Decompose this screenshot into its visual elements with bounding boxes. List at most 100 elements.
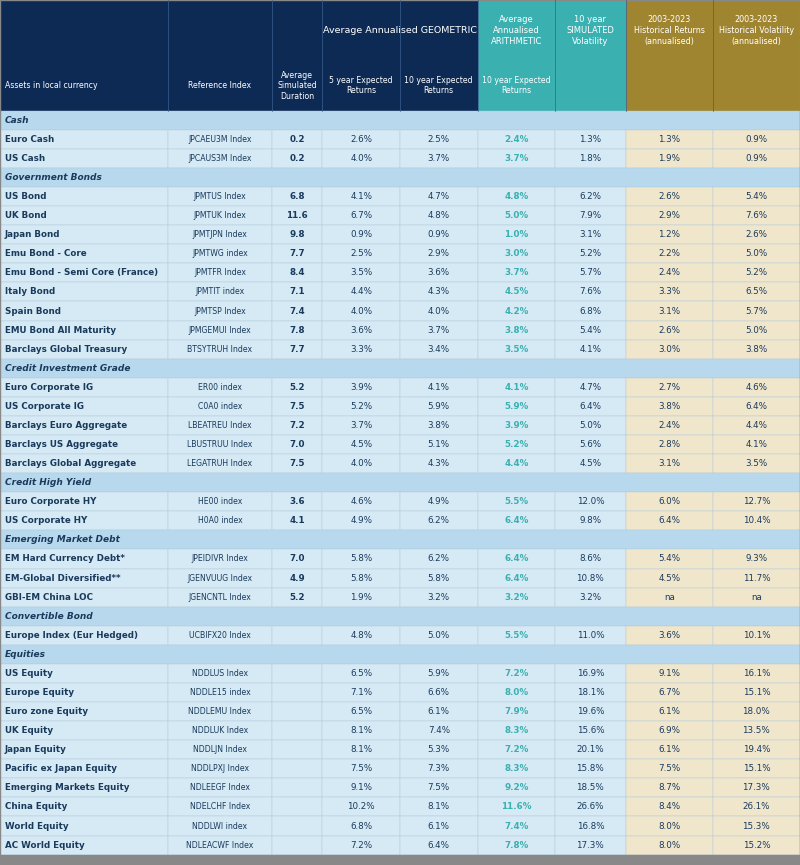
Text: 2.7%: 2.7% <box>658 383 680 392</box>
Bar <box>168 397 272 416</box>
Text: 5.2%: 5.2% <box>350 402 372 411</box>
Text: 3.6%: 3.6% <box>350 325 372 335</box>
Bar <box>713 721 800 740</box>
Bar <box>168 187 272 206</box>
Text: 7.4%: 7.4% <box>504 822 529 830</box>
Text: 18.5%: 18.5% <box>577 784 604 792</box>
Bar <box>322 568 400 587</box>
Bar <box>168 378 272 397</box>
Text: 1.3%: 1.3% <box>658 135 680 144</box>
Bar <box>555 244 626 263</box>
Text: 6.6%: 6.6% <box>428 688 450 697</box>
Bar <box>555 0 626 61</box>
Text: 4.0%: 4.0% <box>428 306 450 316</box>
Text: 4.1%: 4.1% <box>579 344 602 354</box>
Text: 3.6: 3.6 <box>290 497 305 506</box>
Bar <box>168 302 272 321</box>
Bar <box>168 587 272 606</box>
Text: 5.4%: 5.4% <box>658 554 680 563</box>
Text: 3.8%: 3.8% <box>746 344 767 354</box>
Text: 8.0%: 8.0% <box>658 841 680 849</box>
Text: 6.2%: 6.2% <box>428 554 450 563</box>
Text: Barclays Global Aggregate: Barclays Global Aggregate <box>5 459 136 468</box>
Bar <box>626 663 713 683</box>
Text: 3.2%: 3.2% <box>504 593 529 602</box>
Text: 15.2%: 15.2% <box>742 841 770 849</box>
Bar <box>555 416 626 435</box>
Bar <box>478 549 555 568</box>
Text: 8.4: 8.4 <box>290 268 305 278</box>
Bar <box>322 721 400 740</box>
Bar <box>0 263 168 282</box>
Text: 7.5%: 7.5% <box>428 784 450 792</box>
Bar <box>272 149 322 168</box>
Text: 5.2%: 5.2% <box>746 268 767 278</box>
Text: 4.6%: 4.6% <box>350 497 372 506</box>
Bar <box>478 263 555 282</box>
Text: 10 year Expected
Returns: 10 year Expected Returns <box>482 76 550 95</box>
Bar <box>713 740 800 759</box>
Text: 3.7%: 3.7% <box>504 268 529 278</box>
Bar <box>322 206 400 225</box>
Bar <box>478 206 555 225</box>
Text: Average
Annualised
ARITHMETIC: Average Annualised ARITHMETIC <box>490 15 542 46</box>
Bar <box>272 759 322 778</box>
Text: 6.4%: 6.4% <box>504 516 529 525</box>
Bar <box>626 187 713 206</box>
Bar <box>272 817 322 836</box>
Bar <box>713 378 800 397</box>
Bar <box>400 302 478 321</box>
Text: na: na <box>751 593 762 602</box>
Bar <box>0 206 168 225</box>
Bar <box>272 740 322 759</box>
Text: 2.9%: 2.9% <box>428 249 450 259</box>
Bar <box>555 435 626 454</box>
Text: 11.0%: 11.0% <box>577 631 604 640</box>
Bar <box>400 511 478 530</box>
Text: 7.4: 7.4 <box>290 306 305 316</box>
Text: 8.3%: 8.3% <box>504 765 529 773</box>
Bar <box>168 625 272 644</box>
Text: 0.9%: 0.9% <box>428 230 450 240</box>
Bar <box>478 836 555 855</box>
Bar <box>0 663 168 683</box>
Bar <box>272 435 322 454</box>
Bar <box>555 149 626 168</box>
Bar <box>168 511 272 530</box>
Bar <box>272 130 322 149</box>
Bar <box>0 340 168 359</box>
Text: 3.9%: 3.9% <box>504 421 529 430</box>
Text: LEGATRUH Index: LEGATRUH Index <box>187 459 253 468</box>
Bar <box>626 321 713 340</box>
Bar <box>626 454 713 473</box>
Text: EMU Bond All Maturity: EMU Bond All Maturity <box>5 325 116 335</box>
Text: 7.1%: 7.1% <box>350 688 372 697</box>
Text: 3.5%: 3.5% <box>504 344 529 354</box>
Bar <box>478 0 555 61</box>
Bar <box>272 721 322 740</box>
Text: 6.7%: 6.7% <box>658 688 680 697</box>
Bar <box>168 663 272 683</box>
Bar <box>626 263 713 282</box>
Bar <box>713 282 800 302</box>
Bar <box>0 435 168 454</box>
Text: 4.1%: 4.1% <box>504 383 529 392</box>
Bar <box>0 187 168 206</box>
Text: JPMTIT index: JPMTIT index <box>195 287 245 297</box>
Text: EM Hard Currency Debt*: EM Hard Currency Debt* <box>5 554 125 563</box>
Text: 5.8%: 5.8% <box>428 573 450 582</box>
Text: 4.8%: 4.8% <box>504 192 529 201</box>
Text: Euro Corporate HY: Euro Corporate HY <box>5 497 96 506</box>
Text: 7.7: 7.7 <box>290 344 305 354</box>
Bar <box>626 149 713 168</box>
Bar <box>322 740 400 759</box>
Bar <box>0 740 168 759</box>
Bar <box>400 798 478 817</box>
Text: Credit Investment Grade: Credit Investment Grade <box>5 363 130 373</box>
Bar <box>555 206 626 225</box>
Text: 0.9%: 0.9% <box>350 230 372 240</box>
Text: 5.2: 5.2 <box>290 383 305 392</box>
Bar <box>168 702 272 721</box>
Bar <box>400 321 478 340</box>
Bar <box>478 61 555 111</box>
